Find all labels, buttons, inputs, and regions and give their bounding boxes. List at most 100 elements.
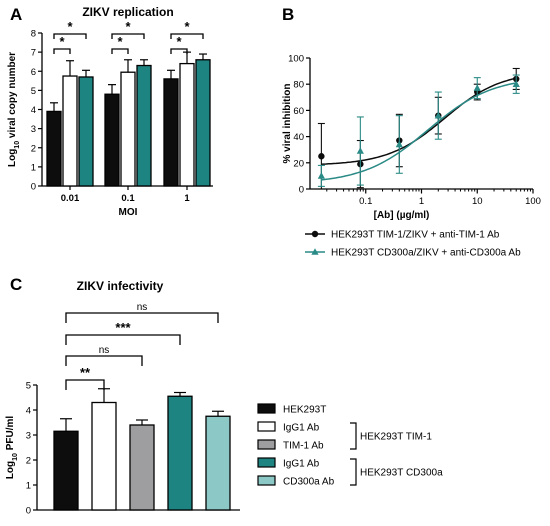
- significance-label: *: [125, 19, 131, 34]
- bar: [104, 93, 120, 187]
- y-axis-label-rest: PFU/ml: [5, 416, 16, 453]
- y-tick-label: 2: [31, 143, 36, 154]
- y-tick-label: 5: [26, 381, 31, 392]
- significance-label: *: [67, 19, 73, 34]
- legend-label: IgG1 Ab: [283, 423, 320, 434]
- x-tick-label: 0.1: [121, 193, 135, 204]
- data-point: [318, 153, 325, 160]
- x-tick-label: 0.01: [61, 193, 80, 204]
- legend-label: CD300a Ab: [283, 477, 335, 488]
- legend-label: TIM-1 Ab: [283, 441, 324, 452]
- group-label: HEK293T TIM-1: [360, 432, 432, 443]
- significance-bracket: [170, 48, 188, 54]
- significance-bracket: [111, 33, 145, 39]
- significance-bracket: [170, 33, 204, 39]
- fit-curve: [321, 82, 517, 181]
- panel-letter-c: C: [10, 275, 22, 294]
- x-tick-label: 1: [419, 196, 424, 207]
- bar: [129, 424, 155, 511]
- legend-label: HEK293T TIM-1/ZIKV + anti-TIM-1 Ab: [331, 230, 500, 241]
- bar: [53, 430, 79, 511]
- significance-label: ns: [99, 345, 110, 356]
- group-label: HEK293T CD300a: [360, 468, 443, 479]
- legend-swatch: [257, 421, 276, 432]
- legend-swatch: [257, 439, 276, 450]
- data-point: [356, 147, 364, 154]
- y-tick-label: 3: [31, 124, 36, 135]
- significance-label: ns: [137, 302, 148, 313]
- y-axis-label: Log10 PFU/ml: [5, 416, 19, 480]
- y-tick-label: 2: [26, 456, 31, 467]
- legend-label: HEK293T CD300a/ZIKV + anti-CD300a Ab: [331, 248, 521, 259]
- significance-label: **: [80, 365, 91, 380]
- y-tick-label: 5: [31, 86, 36, 97]
- y-tick-label: 80: [293, 80, 304, 91]
- x-tick-label: 1: [184, 193, 190, 204]
- panel-letter-a: A: [10, 5, 22, 24]
- panel-c: C ZIKV infectivity 0 1 2 3 4 5 Log10 PFU/ml ** ns *…: [5, 275, 443, 517]
- significance-label: *: [59, 34, 65, 49]
- y-axis-label-rest: viral copy number: [7, 52, 18, 141]
- legend-swatch: [257, 403, 276, 414]
- legend-swatch: [257, 475, 276, 486]
- significance-bracket: [65, 355, 143, 366]
- data-point: [512, 80, 520, 87]
- y-axis-label: % viral inhibition: [282, 83, 293, 163]
- x-tick-label: 10: [472, 196, 483, 207]
- y-axis-label-subscript: 10: [12, 453, 19, 461]
- y-tick-label: 7: [31, 48, 36, 59]
- y-tick-label: 100: [288, 54, 304, 65]
- y-tick-label: 0: [299, 185, 304, 196]
- y-tick-label: 8: [31, 29, 36, 40]
- bar: [195, 59, 211, 187]
- significance-label: ***: [115, 320, 131, 335]
- bar: [46, 110, 62, 187]
- bar: [78, 76, 94, 187]
- y-axis-label: Log10 viral copy number: [7, 52, 21, 167]
- significance-label: *: [117, 34, 123, 49]
- x-axis-label: [Ab] (µg/ml): [374, 210, 430, 221]
- y-tick-label: 60: [293, 106, 304, 117]
- x-axis-label: MOI: [119, 207, 138, 218]
- y-tick-label: 6: [31, 67, 36, 78]
- data-point: [473, 84, 481, 91]
- y-tick-label: 40: [293, 132, 304, 143]
- significance-bracket: [65, 379, 105, 390]
- significance-bracket: [111, 48, 129, 54]
- legend-marker: [311, 248, 319, 255]
- bar: [91, 401, 117, 511]
- significance-bracket: [65, 312, 219, 323]
- y-tick-label: 0: [31, 182, 36, 193]
- panel-a: A ZIKV replication 0 1 2 3 4 5 6 7 8 Log10 viral co…: [7, 5, 213, 218]
- bar: [163, 78, 179, 187]
- y-tick-label: 0: [26, 506, 31, 517]
- bar: [120, 71, 136, 187]
- x-tick-label: 0.1: [359, 196, 372, 207]
- significance-label: *: [176, 34, 182, 49]
- y-tick-label: 20: [293, 158, 304, 169]
- data-point: [395, 140, 403, 148]
- y-tick-label: 4: [31, 105, 36, 116]
- bar: [167, 395, 193, 511]
- significance-bracket: [53, 48, 71, 54]
- data-point: [317, 172, 325, 179]
- chart-title: ZIKV infectivity: [77, 279, 164, 293]
- y-tick-label: 1: [26, 481, 31, 492]
- x-tick-label: 100: [525, 196, 541, 207]
- legend-swatch: [257, 457, 276, 468]
- y-tick-label: 3: [26, 431, 31, 442]
- group-bracket: [350, 422, 357, 450]
- group-bracket: [350, 458, 357, 486]
- bar: [205, 415, 231, 511]
- bar: [62, 75, 78, 187]
- bar: [179, 62, 195, 187]
- y-tick-label: 4: [26, 406, 31, 417]
- significance-bracket: [53, 33, 87, 39]
- legend-label: IgG1 Ab: [283, 459, 320, 470]
- significance-bracket: [65, 334, 181, 345]
- panel-b: B 0 20 40 60 80 100 0.1 1 10 100 % viral inhibition…: [282, 5, 541, 259]
- legend-marker: [311, 230, 319, 238]
- chart-title: ZIKV replication: [82, 5, 173, 19]
- panel-letter-b: B: [282, 5, 294, 24]
